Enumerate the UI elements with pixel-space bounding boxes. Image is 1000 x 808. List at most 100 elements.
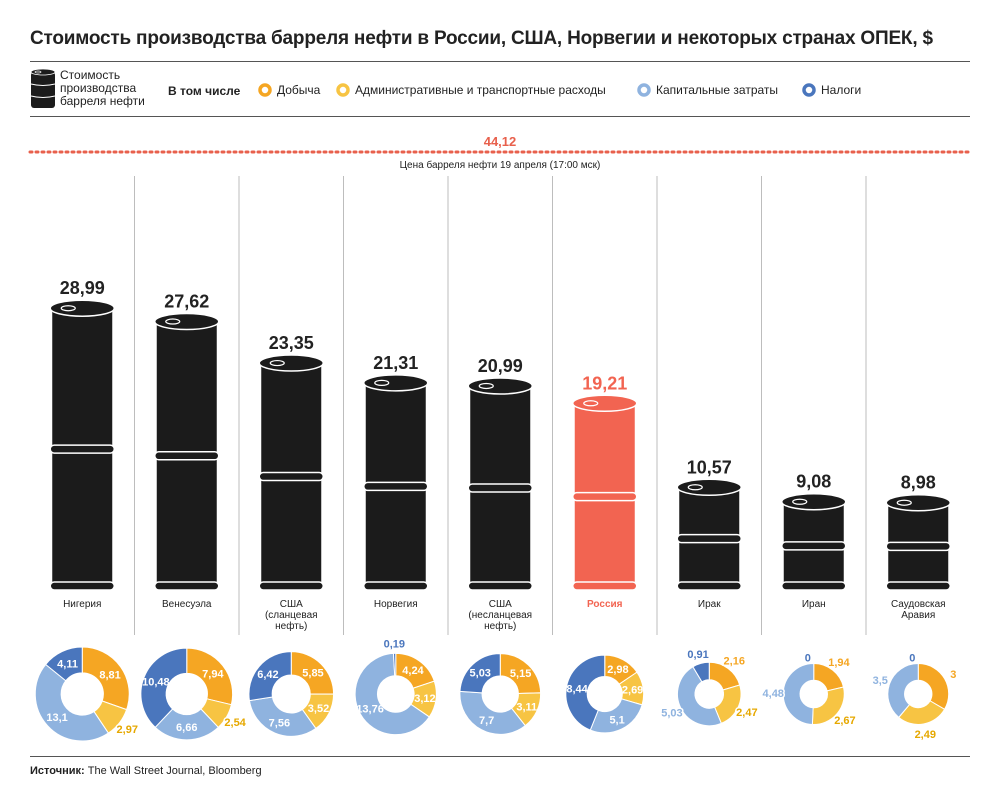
barrel-cap (165, 318, 181, 325)
barrel-lid (781, 492, 847, 511)
donut-value-label: 13,76 (356, 703, 384, 715)
barrel-lid (363, 374, 429, 392)
breakdown-donut: 8,81 2,97 13,1 4,11 (34, 646, 139, 742)
category-label: нефть) (275, 620, 307, 632)
breakdown-donut: 1,94 2,67 4,48 0 (761, 651, 857, 728)
donut-slice (34, 663, 110, 742)
donut-slice (677, 666, 722, 727)
barrel-hoop (572, 491, 638, 502)
barrel-hoop (676, 533, 742, 544)
barrel-lid (154, 312, 220, 331)
category-label: США (280, 599, 303, 610)
barrel-lid (49, 299, 115, 317)
barrel-legend-icon (30, 68, 56, 108)
donut-value-label: 4,11 (57, 658, 78, 670)
barrel-cap (374, 379, 390, 386)
donut-value-label: 2,47 (736, 707, 757, 719)
legend-item-admin: Административные и транспортные расходы (336, 82, 606, 98)
donut-value-label: 2,16 (724, 656, 745, 668)
barrel-legend-label: Стоимость производства барреля нефти (60, 68, 145, 108)
barrel-bar (572, 394, 638, 591)
category-label: Норвегия (374, 599, 418, 610)
donut-value-label: 3,5 (873, 675, 888, 687)
donut-value-label: 2,54 (224, 717, 246, 729)
category-label: Нигерия (63, 599, 101, 610)
legend-label-capex: Капитальные затраты (656, 83, 779, 97)
category-label: Россия (587, 599, 623, 610)
donut-value-label: 5,1 (609, 714, 624, 726)
donut-value-label: 7,56 (269, 717, 290, 729)
bar-value-label: 23,35 (269, 333, 314, 353)
donut-slice (354, 652, 431, 736)
donut-value-label: 2,97 (117, 724, 138, 736)
category-label: Венесуэла (162, 599, 212, 610)
barrel-lid (258, 354, 324, 372)
donut-value-label: 0 (805, 652, 811, 664)
legend-label-taxes: Налоги (821, 83, 862, 97)
source-label: Источник: (30, 765, 85, 777)
breakdown-donut: 5,85 3,52 7,56 6,42 (248, 651, 335, 737)
bar-value-label: 9,08 (796, 472, 831, 492)
barrel-hoop (258, 581, 324, 591)
donut-slice (186, 647, 234, 706)
breakdown-donut: 3 2,49 3,5 0 (871, 651, 958, 742)
capex-legend-icon (637, 83, 651, 97)
chart-title: Стоимость производства барреля нефти в Р… (30, 28, 933, 49)
donut-value-label: 2,49 (915, 729, 936, 741)
donut-slice (248, 696, 317, 737)
source-text: The Wall Street Journal, Bloomberg (87, 765, 262, 777)
reference-value-label: 44,12 (484, 134, 517, 149)
barrel-cap (478, 382, 494, 390)
barrel-bar (49, 299, 115, 591)
legend-item-extraction: Добыча (258, 82, 320, 98)
donut-value-label: 5,85 (302, 667, 323, 679)
barrel-hoop (49, 444, 115, 454)
barrel-bar (258, 354, 324, 591)
donut-slice (565, 654, 606, 731)
donut-value-label: 7,7 (479, 715, 494, 727)
donut-value-label: 7,94 (202, 668, 224, 680)
including-label: В том числе (168, 84, 241, 98)
bar-value-label: 28,99 (60, 278, 105, 298)
category-label: Аравия (901, 610, 935, 621)
barrel-bar (154, 312, 220, 591)
donut-slice (887, 663, 919, 719)
donut-value-label: 4,48 (763, 688, 784, 700)
legend-item-taxes: Налоги (802, 82, 861, 98)
donut-value-label: 13,1 (46, 712, 67, 724)
barrel-hoop (49, 581, 115, 591)
donut-value-label: 5,03 (470, 668, 491, 680)
extraction-legend-icon (258, 83, 272, 97)
barrel-hoop (154, 451, 220, 461)
barrel-hoop (363, 581, 429, 591)
barrel-hoop (781, 541, 847, 551)
title-divider (30, 61, 970, 62)
donut-slice (459, 690, 526, 735)
breakdown-donut: 2,98 2,69 5,1 8,44 (565, 654, 645, 734)
barrel-hoop (885, 581, 951, 591)
legend-label-extraction: Добыча (277, 83, 321, 97)
donut-slice (782, 662, 815, 726)
barrel-cap (269, 359, 285, 367)
barrel-cap (60, 305, 76, 312)
bar-value-label: 10,57 (687, 457, 732, 477)
barrel-hoop (467, 483, 533, 493)
legend-label-admin: Административные и транспортные расходы (355, 83, 606, 97)
donut-value-label: 4,24 (402, 665, 424, 677)
category-label: Саудовская (891, 599, 946, 610)
barrel-cap (896, 499, 912, 506)
reference-caption: Цена барреля нефти 19 апреля (17:00 мск) (400, 159, 601, 171)
barrel-bar (363, 374, 429, 591)
donut-slice (45, 646, 83, 682)
taxes-legend-icon (802, 83, 816, 97)
donut-value-label: 10,48 (142, 677, 170, 689)
breakdown-donut: 4,24 3,12 13,76 0,19 (354, 637, 437, 736)
donut-slice (392, 652, 397, 677)
donut-value-label: 8,44 (566, 684, 588, 696)
barrel-bar (467, 377, 533, 591)
breakdown-donut: 7,94 2,54 6,66 10,48 (140, 647, 248, 741)
donut-value-label: 0,19 (384, 638, 405, 650)
donut-value-label: 0 (909, 653, 915, 665)
category-label: (несланцевая (468, 610, 532, 621)
